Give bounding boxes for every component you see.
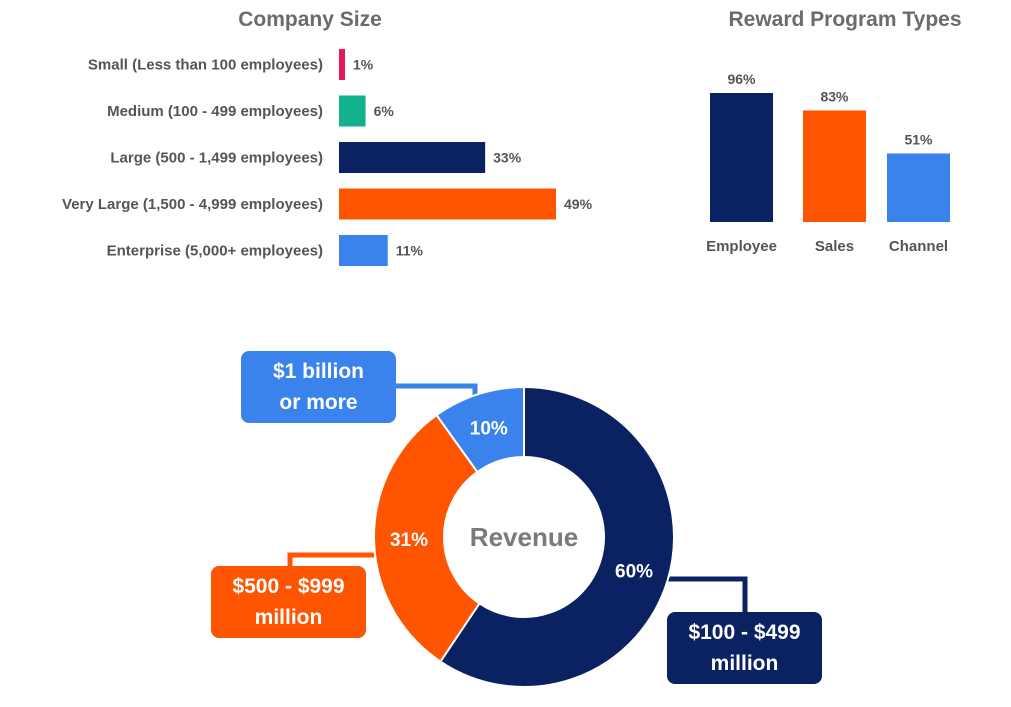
donut-slice-100-499 [439, 385, 675, 688]
company-size-bar-small-less-than-100-employees [339, 49, 345, 80]
company-size-value-very-large-1-500-4-999-employees: 49% [564, 196, 593, 212]
reward-value-employee: 96% [727, 71, 756, 87]
reward-label-channel: Channel [889, 238, 948, 255]
donut-slice-1-billion-value: 10% [470, 419, 508, 440]
company-size-bar-large-500-1-499-employees [339, 142, 486, 173]
company-size-value-large-500-1-499-employees: 33% [493, 150, 522, 166]
donut-slice-100-499-value: 60% [615, 561, 653, 582]
reward-bar-channel [887, 153, 950, 222]
company-size-value-small-less-than-100-employees: 1% [353, 57, 374, 73]
company-size-bar-medium-100-499-employees [339, 95, 366, 127]
callout-100-499-million: $100 - $499 million [667, 612, 822, 684]
company-size-label-very-large-1-500-4-999-employees: Very Large (1,500 - 4,999 employees) [62, 196, 323, 213]
connector-100-499 [667, 576, 748, 612]
company-size-value-medium-100-499-employees: 6% [374, 103, 395, 119]
company-size-label-enterprise-5-000-employees: Enterprise (5,000+ employees) [107, 243, 323, 260]
reward-label-employee: Employee [706, 238, 777, 255]
donut-center-label: Revenue [470, 522, 578, 552]
reward-bar-employee [710, 93, 773, 222]
company-size-value-enterprise-5-000-employees: 11% [396, 243, 424, 259]
donut-slice-1-billion [435, 385, 525, 474]
company-size-bar-enterprise-5-000-employees [339, 235, 388, 266]
company-size-label-large-500-1-499-employees: Large (500 - 1,499 employees) [110, 150, 323, 167]
reward-program-types-title: Reward Program Types [728, 8, 962, 31]
donut-slice-500-999 [373, 413, 481, 663]
reward-value-sales: 83% [820, 88, 849, 104]
reward-label-sales: Sales [815, 238, 854, 255]
donut-slice-500-999-value: 31% [390, 530, 428, 551]
callout-500-999-million: $500 - $999 million [211, 566, 366, 638]
company-size-bar-very-large-1-500-4-999-employees [339, 188, 556, 220]
reward-bar-sales [803, 110, 866, 222]
company-size-title: Company Size [238, 8, 382, 31]
connector-500-999 [287, 552, 385, 566]
callout-billion-or-more: $1 billion or more [241, 351, 396, 423]
reward-value-channel: 51% [904, 131, 933, 147]
company-size-label-medium-100-499-employees: Medium (100 - 499 employees) [107, 103, 323, 120]
company-size-label-small-less-than-100-employees: Small (Less than 100 employees) [88, 57, 323, 74]
